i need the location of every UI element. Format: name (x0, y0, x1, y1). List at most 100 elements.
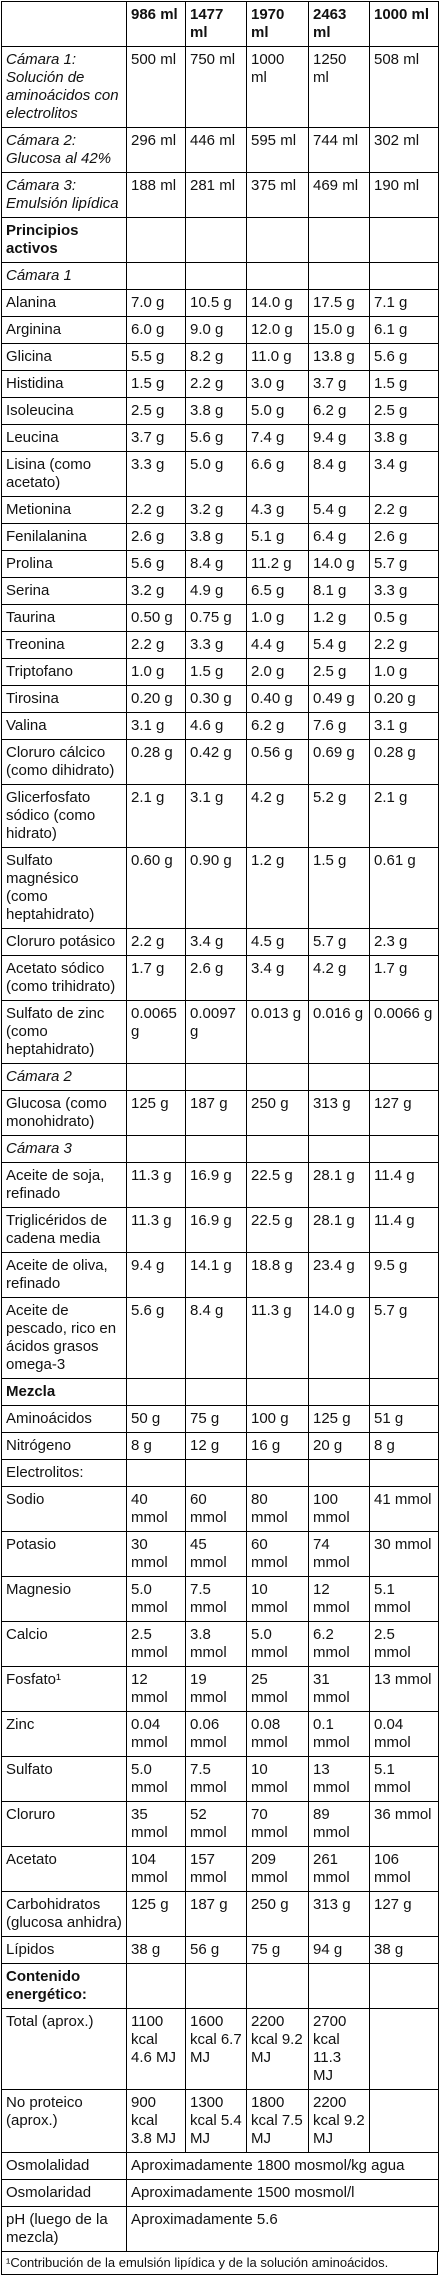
cell: 1.5 g (185, 658, 247, 686)
empty-cell (369, 262, 439, 290)
cell: 8.2 g (185, 343, 247, 371)
table-row: Acetato sódico (como trihidrato) 1.7 g 2.6… (1, 955, 439, 1001)
cell: 5.1 g (246, 523, 309, 551)
group-title: Cámara 2 (1, 1063, 127, 1091)
cell: 5.0 g (246, 397, 309, 425)
cell: 2.2 g (126, 631, 186, 659)
cell: 74 mmol (308, 1531, 370, 1577)
empty-cell (126, 1378, 186, 1406)
cell: 3.3 g (185, 631, 247, 659)
empty-cell (185, 262, 247, 290)
cell: 2200 kcal 9.2 MJ (308, 2089, 370, 2153)
cell: 2700 kcal 11.3 MJ (308, 2008, 370, 2090)
header-cell: 1000 ml (369, 1, 439, 47)
empty-cell (308, 1459, 370, 1487)
cell: 5.6 g (126, 550, 186, 578)
cell: 11.3 g (126, 1162, 186, 1208)
cell: 30 mmol (126, 1531, 186, 1577)
cell: 38 g (126, 1936, 186, 1964)
table-row: Zinc 0.04 mmol 0.06 mmol 0.08 mmol 0.1 mmol 0… (1, 1711, 439, 1757)
empty-cell (308, 1378, 370, 1406)
empty-cell (126, 1063, 186, 1091)
cell: 22.5 g (246, 1162, 309, 1208)
table-row: Lisina (como acetato) 3.3 g 5.0 g 6.6 g 8.4 … (1, 451, 439, 497)
cell: 3.7 g (308, 370, 370, 398)
cell: 52 mmol (185, 1801, 247, 1847)
cell: 8.4 g (185, 1297, 247, 1379)
table-row: Principios activos (1, 217, 439, 263)
row-label: Treonina (1, 631, 127, 659)
cell: 187 g (185, 1090, 247, 1136)
table-row: Cámara 1: Solución de aminoácidos con el… (1, 46, 439, 128)
row-label: Aminoácidos (1, 1405, 127, 1433)
table-row: Sulfato 5.0 mmol 7.5 mmol 10 mmol 13 mmol 5.1… (1, 1756, 439, 1802)
table-row: Contenido energético: (1, 1963, 439, 2009)
row-label: Carbohidratos (glucosa anhidra) (1, 1891, 127, 1937)
cell: 1.0 g (246, 604, 309, 632)
row-label: Arginina (1, 316, 127, 344)
table-row: Glucosa (como monohidrato) 125 g 187 g 250 … (1, 1090, 439, 1136)
cell: Aproximadamente 1800 mosmol/kg agua (126, 2152, 439, 2180)
row-label: Glicerfosfato sódico (como hidrato) (1, 784, 127, 848)
cell: 2.2 g (126, 928, 186, 956)
row-label: Nitrógeno (1, 1432, 127, 1460)
row-label: Aceite de soja, refinado (1, 1162, 127, 1208)
table-row: 986 ml 1477 ml 1970 ml 2463 ml 1000 ml (1, 1, 439, 47)
empty-cell (369, 1378, 439, 1406)
cell: 2200 kcal 9.2 MJ (246, 2008, 309, 2090)
table-row: Isoleucina 2.5 g 3.8 g 5.0 g 6.2 g 2.5 g (1, 397, 439, 425)
cell: 3.0 g (246, 370, 309, 398)
cell: 7.0 g (126, 289, 186, 317)
cell: 0.50 g (126, 604, 186, 632)
cell: 8 g (126, 1432, 186, 1460)
cell: 28.1 g (308, 1207, 370, 1253)
cell: 5.6 g (126, 1297, 186, 1379)
table-row: Alanina 7.0 g 10.5 g 14.0 g 17.5 g 7.1 g (1, 289, 439, 317)
cell: 0.04 mmol (369, 1711, 439, 1757)
cell: 8.4 g (308, 451, 370, 497)
cell: 75 g (185, 1405, 247, 1433)
cell: 13 mmol (369, 1666, 439, 1712)
empty-cell (246, 217, 309, 263)
cell: 10.5 g (185, 289, 247, 317)
empty-cell (308, 1963, 370, 2009)
row-label: Magnesio (1, 1576, 127, 1622)
cell: 3.1 g (126, 712, 186, 740)
row-label: Fenilalanina (1, 523, 127, 551)
row-label: Acetato (1, 1846, 127, 1892)
cell: 7.6 g (308, 712, 370, 740)
empty-cell (246, 262, 309, 290)
empty-cell (308, 1135, 370, 1163)
table-row: Aceite de oliva, refinado 9.4 g 14.1 g 18.8… (1, 1252, 439, 1298)
row-label: Isoleucina (1, 397, 127, 425)
cell: 14.0 g (308, 550, 370, 578)
cell: 0.60 g (126, 847, 186, 929)
cell: 4.5 g (246, 928, 309, 956)
header-cell: 1970 ml (246, 1, 309, 47)
cell: 302 ml (369, 127, 439, 173)
cell: 5.4 g (308, 631, 370, 659)
section-title: Mezcla (1, 1378, 127, 1406)
cell: 595 ml (246, 127, 309, 173)
empty-cell (369, 1459, 439, 1487)
cell: 3.8 g (185, 523, 247, 551)
cell: 4.6 g (185, 712, 247, 740)
cell: 1.7 g (369, 955, 439, 1001)
cell: 11.4 g (369, 1207, 439, 1253)
empty-cell (126, 1135, 186, 1163)
cell: 16.9 g (185, 1162, 247, 1208)
empty-cell (246, 1378, 309, 1406)
cell: 11.3 g (126, 1207, 186, 1253)
table-row: No proteico (aprox.) 900 kcal 3.8 MJ 1300 … (1, 2089, 439, 2153)
cell: 51 g (369, 1405, 439, 1433)
cell: Aproximadamente 5.6 (126, 2206, 439, 2252)
cell: 11.3 g (246, 1297, 309, 1379)
cell: 0.28 g (126, 739, 186, 785)
cell: 0.30 g (185, 685, 247, 713)
cell: 2.2 g (185, 370, 247, 398)
cell: 188 ml (126, 172, 186, 218)
empty-cell (126, 1963, 186, 2009)
group-title: Cámara 3 (1, 1135, 127, 1163)
table-row: Cloruro potásico 2.2 g 3.4 g 4.5 g 5.7 g 2.3 … (1, 928, 439, 956)
cell: 1.7 g (126, 955, 186, 1001)
